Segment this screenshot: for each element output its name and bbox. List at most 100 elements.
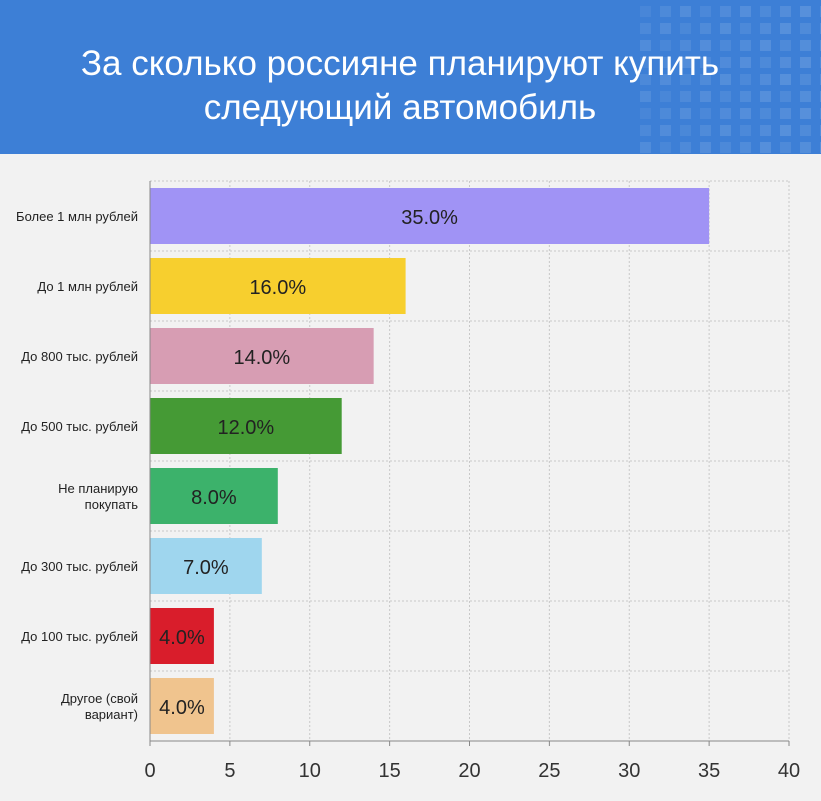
- pattern-square: [700, 125, 711, 136]
- pattern-square: [780, 57, 791, 68]
- x-tick-label: 10: [299, 760, 321, 782]
- pattern-square: [640, 108, 651, 119]
- pattern-square: [720, 57, 731, 68]
- pattern-square: [720, 91, 731, 102]
- pattern-square: [700, 142, 711, 153]
- pattern-square: [800, 57, 811, 68]
- pattern-square: [660, 40, 671, 51]
- bar: [150, 328, 374, 384]
- pattern-square: [740, 57, 751, 68]
- pattern-square: [640, 125, 651, 136]
- pattern-square: [760, 142, 771, 153]
- pattern-square: [660, 108, 671, 119]
- bar: [150, 468, 278, 524]
- header-banner: За сколько россияне планируют купить сле…: [0, 0, 821, 154]
- pattern-square: [680, 91, 691, 102]
- pattern-square: [640, 57, 651, 68]
- bar-value-label: 14.0%: [233, 347, 290, 369]
- category-label: Более 1 млн рублей: [16, 209, 138, 224]
- pattern-square: [800, 108, 811, 119]
- bar: [150, 678, 214, 734]
- pattern-square: [780, 74, 791, 85]
- category-label: До 300 тыс. рублей: [21, 559, 138, 574]
- x-tick-label: 0: [144, 760, 155, 782]
- pattern-square: [700, 108, 711, 119]
- pattern-square: [720, 23, 731, 34]
- pattern-square: [740, 40, 751, 51]
- pattern-square: [700, 57, 711, 68]
- x-tick-label: 20: [458, 760, 480, 782]
- pattern-square: [800, 125, 811, 136]
- pattern-square: [800, 40, 811, 51]
- pattern-square: [740, 74, 751, 85]
- bar: [150, 188, 710, 244]
- pattern-square: [800, 142, 811, 153]
- pattern-square: [720, 6, 731, 17]
- bar: [150, 538, 262, 594]
- bar: [150, 608, 214, 664]
- pattern-square: [760, 57, 771, 68]
- pattern-square: [780, 108, 791, 119]
- pattern-square: [740, 142, 751, 153]
- x-tick-label: 5: [224, 760, 235, 782]
- pattern-square: [720, 40, 731, 51]
- pattern-square: [740, 91, 751, 102]
- x-tick-label: 30: [618, 760, 640, 782]
- pattern-square: [700, 23, 711, 34]
- pattern-square: [640, 6, 651, 17]
- pattern-square: [640, 23, 651, 34]
- pattern-square: [800, 74, 811, 85]
- bar-value-label: 12.0%: [217, 417, 274, 439]
- pattern-square: [740, 23, 751, 34]
- pattern-square: [640, 142, 651, 153]
- pattern-square: [780, 142, 791, 153]
- bar-value-label: 8.0%: [191, 487, 237, 509]
- category-label: Другое (свой: [61, 691, 138, 706]
- pattern-square: [740, 125, 751, 136]
- pattern-square: [760, 125, 771, 136]
- pattern-square: [780, 125, 791, 136]
- pattern-square: [720, 125, 731, 136]
- category-label: До 800 тыс. рублей: [21, 349, 138, 364]
- pattern-square: [660, 6, 671, 17]
- pattern-square: [680, 40, 691, 51]
- x-tick-label: 35: [698, 760, 720, 782]
- pattern-square: [780, 40, 791, 51]
- bar-value-label: 16.0%: [249, 277, 306, 299]
- pattern-square: [720, 142, 731, 153]
- category-label: покупать: [85, 497, 139, 512]
- category-label: До 1 млн рублей: [37, 279, 138, 294]
- title-line-1: За сколько россияне планируют купить: [80, 44, 720, 83]
- pattern-square: [660, 23, 671, 34]
- pattern-square: [680, 6, 691, 17]
- pattern-square: [720, 74, 731, 85]
- category-label: Не планирую: [58, 481, 138, 496]
- pattern-square: [740, 6, 751, 17]
- bar: [150, 258, 406, 314]
- pattern-square: [680, 108, 691, 119]
- bar-value-label: 4.0%: [159, 697, 205, 719]
- page-title: За сколько россияне планируют купить сле…: [0, 42, 800, 130]
- pattern-square: [660, 125, 671, 136]
- pattern-square: [680, 142, 691, 153]
- pattern-square: [640, 40, 651, 51]
- pattern-square: [680, 74, 691, 85]
- pattern-square: [680, 23, 691, 34]
- pattern-square: [720, 108, 731, 119]
- category-label: До 100 тыс. рублей: [21, 629, 138, 644]
- x-tick-label: 25: [538, 760, 560, 782]
- pattern-square: [760, 23, 771, 34]
- pattern-square: [700, 74, 711, 85]
- pattern-square: [780, 23, 791, 34]
- pattern-square: [660, 91, 671, 102]
- pattern-square: [760, 108, 771, 119]
- pattern-square: [680, 125, 691, 136]
- pattern-square: [780, 6, 791, 17]
- bar-value-label: 7.0%: [183, 557, 229, 579]
- x-tick-label: 40: [778, 760, 800, 782]
- pattern-square: [740, 108, 751, 119]
- x-tick-label: 15: [379, 760, 401, 782]
- bar-value-label: 4.0%: [159, 627, 205, 649]
- category-label: вариант): [85, 707, 138, 722]
